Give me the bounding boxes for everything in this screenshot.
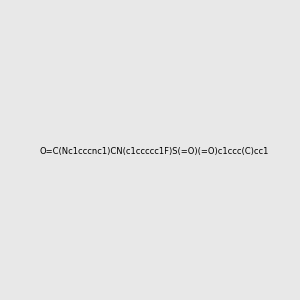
Text: O=C(Nc1cccnc1)CN(c1ccccc1F)S(=O)(=O)c1ccc(C)cc1: O=C(Nc1cccnc1)CN(c1ccccc1F)S(=O)(=O)c1cc…: [39, 147, 268, 156]
